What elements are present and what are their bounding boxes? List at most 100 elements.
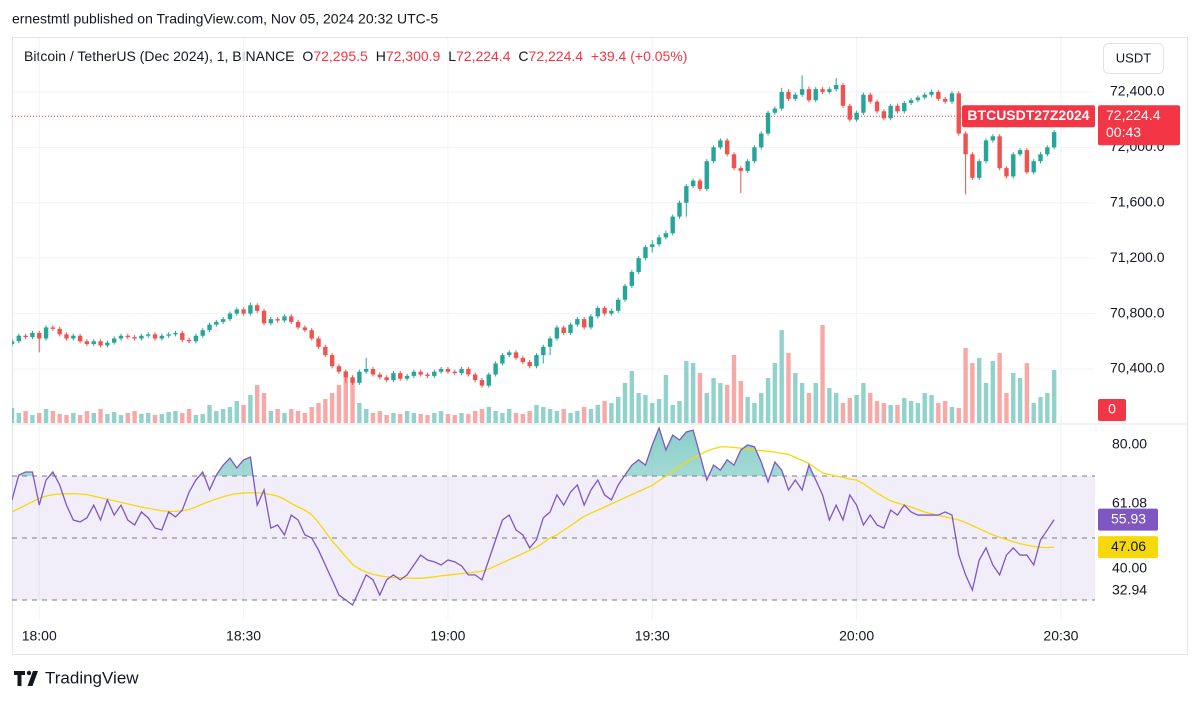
volume-bar [71,413,76,423]
volume-bar [1031,403,1036,423]
candle-body [125,335,130,338]
volume-bar [527,411,532,423]
volume-bar [677,401,682,423]
volume-bar [180,413,185,423]
volume-bar [105,414,110,423]
candle-body [71,335,76,339]
brand-logo [14,670,38,686]
candle-body [241,309,246,314]
volume-bar [84,411,90,423]
candle-body [513,352,519,358]
symbol: Bitcoin / TetherUS (Dec 2024), 1, BINANC… [24,48,295,64]
volume-bar [1038,397,1043,423]
volume-bar [125,413,130,423]
candle-body [425,374,430,376]
candle-body [609,310,614,314]
candle-body [234,309,239,314]
candle-body [997,136,1002,169]
candle-body [704,161,709,189]
candle-body [275,319,280,321]
volume-bar [404,411,410,423]
symbol-tag: BTCUSDT27Z2024 [967,107,1089,123]
volume-bar [343,371,348,423]
candle-body [309,330,314,339]
candle-body [500,355,505,364]
candle-body [690,180,696,187]
candle-body [186,339,192,342]
candle-body [929,91,934,95]
rsi-tick-label: 61.08 [1112,494,1147,510]
volume-bar [970,363,975,423]
candle-body [636,258,641,273]
candle-body [445,368,451,372]
candle-body [1017,150,1023,155]
candle-body [1045,147,1050,155]
volume-bar [704,393,709,423]
ohlc-label: L [448,48,456,64]
candle-body [833,85,839,90]
candle-body [84,341,90,345]
candle-body [534,355,539,367]
ohlc-label: H [376,48,386,64]
volume-bar [622,383,628,423]
volume-bar [561,409,566,423]
candle-body [91,341,96,345]
candle-body [561,327,566,333]
candle-body [50,327,56,329]
volume-bar [64,415,69,423]
volume-bar [806,393,812,423]
volume-bar [282,413,287,423]
candle-body [527,362,532,367]
rsi-overbought-fill [18,427,814,476]
candle-body [363,368,369,372]
currency[interactable]: USDT [1116,50,1151,65]
volume-tag: 0 [1108,401,1116,417]
volume-bar [684,361,689,423]
volume-bar [765,378,771,423]
candle-body [786,91,791,99]
ohlc-value: 72,300.9 [386,48,441,64]
candle-body [370,368,376,375]
candle-body [718,140,723,148]
volume-bar [500,413,505,423]
volume-bar [902,398,907,423]
volume-bar [1004,393,1009,423]
volume-bar [248,395,253,423]
rsi-tag: 55.93 [1111,510,1146,526]
rsi-ma-line [12,446,1055,579]
volume-bar [398,414,403,423]
rsi-tick-label: 40.00 [1112,560,1147,576]
volume-bar [23,411,28,423]
candle-body [554,327,560,339]
candle-body [793,94,798,99]
volume-bar [520,414,526,423]
candle-body [166,334,171,336]
candle-body [12,341,15,345]
volume-bar [50,411,56,423]
candle-body [765,112,771,134]
symbol-tag-bg [962,105,1095,128]
candle-body [779,91,784,109]
volume-bar [1011,373,1016,423]
volume-bar [656,399,662,423]
y-tick-label: 71,200.0 [1110,249,1165,265]
candle-body [438,368,444,372]
volume-bar [493,411,498,423]
candle-body [915,97,921,101]
volume-bar [268,411,274,423]
y-tick-label: 71,600.0 [1110,193,1165,209]
candle-body [942,98,948,102]
currency-button[interactable] [1103,43,1164,74]
volume-bar [915,403,921,423]
candle-body [936,91,941,99]
rsi-tick-label: 32.94 [1112,582,1147,598]
volume-bar [357,403,362,423]
candle-body [214,321,219,325]
candle-body [983,140,989,162]
volume-bar [1045,393,1050,423]
candle-body [806,89,812,101]
candle-body [159,335,165,339]
candle-body [888,105,893,119]
volume-bar [581,407,587,423]
